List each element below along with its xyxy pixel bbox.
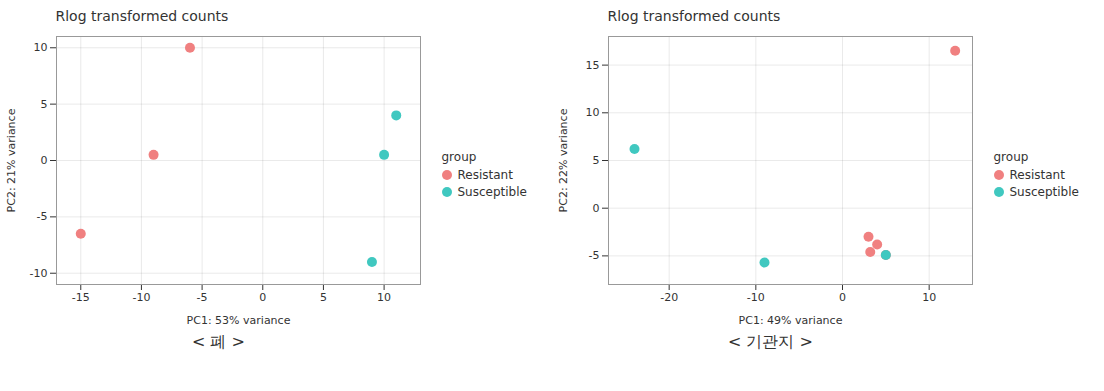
svg-text:-10: -10 <box>132 291 150 304</box>
svg-text:-5: -5 <box>196 291 207 304</box>
svg-text:PC2: 21% variance: PC2: 21% variance <box>5 108 18 212</box>
html-text:group: group <box>441 150 477 164</box>
html-text:group: group <box>993 150 1029 164</box>
svg-text:5: 5 <box>592 154 599 167</box>
svg-text:0: 0 <box>592 202 599 215</box>
svg-text:-5: -5 <box>36 210 47 223</box>
svg-text:5: 5 <box>40 98 47 111</box>
svg-text:0: 0 <box>259 291 266 304</box>
svg-text:10: 10 <box>33 41 47 54</box>
svg-text:-15: -15 <box>71 291 89 304</box>
svg-text:5: 5 <box>319 291 326 304</box>
svg-text:0: 0 <box>40 154 47 167</box>
svg-text:-10: -10 <box>746 291 764 304</box>
html-text:< 폐 >: < 폐 > <box>192 332 245 351</box>
html-text:Susceptible: Susceptible <box>1009 185 1079 199</box>
svg-text:-20: -20 <box>660 291 678 304</box>
svg-text:PC1: 53% variance: PC1: 53% variance <box>186 314 290 327</box>
html-text:Rlog transformed counts: Rlog transformed counts <box>55 8 229 24</box>
svg-text:-10: -10 <box>29 267 47 280</box>
html-text:Rlog transformed counts: Rlog transformed counts <box>607 8 781 24</box>
html-text:Susceptible: Susceptible <box>457 185 527 199</box>
html-text:Resistant: Resistant <box>457 168 513 182</box>
html-text:< 기관지 >: < 기관지 > <box>728 332 813 351</box>
svg-text:10: 10 <box>922 291 936 304</box>
svg-text:15: 15 <box>585 59 599 72</box>
html-text:Resistant: Resistant <box>1009 168 1065 182</box>
svg-text:0: 0 <box>839 291 846 304</box>
svg-text:10: 10 <box>377 291 391 304</box>
svg-text:-5: -5 <box>588 249 599 262</box>
svg-text:PC2: 22% variance: PC2: 22% variance <box>557 108 570 212</box>
svg-text:PC1: 49% variance: PC1: 49% variance <box>738 314 842 327</box>
svg-text:10: 10 <box>585 106 599 119</box>
